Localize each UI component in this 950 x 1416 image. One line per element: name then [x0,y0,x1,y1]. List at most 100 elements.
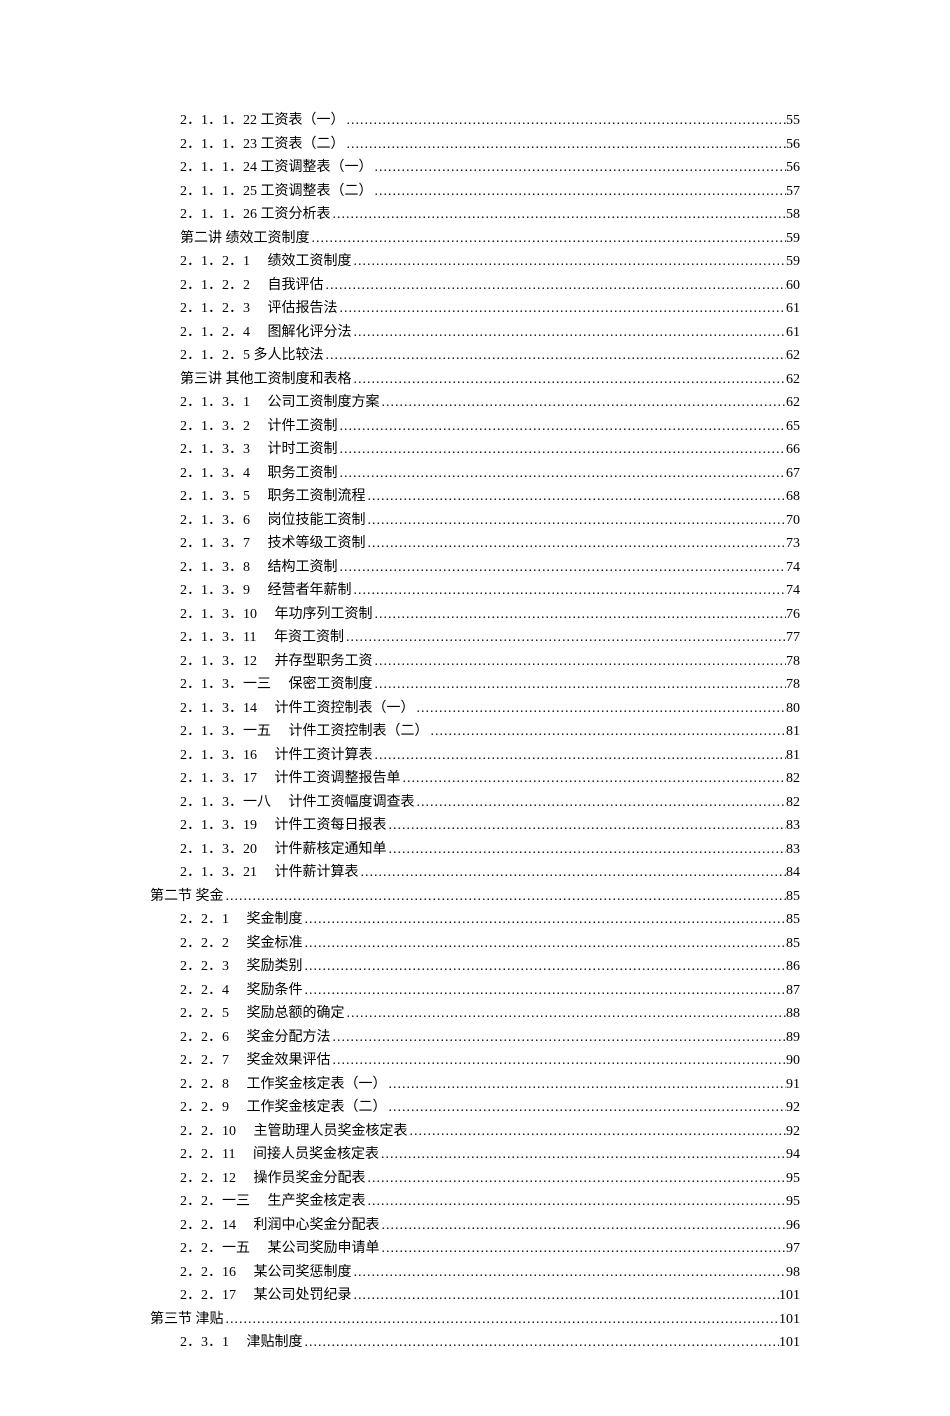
toc-entry-label: 2．2．12 操作员奖金分配表 [180,1168,366,1189]
toc-entry-label: 2．1．3．3 计时工资制 [180,439,338,460]
toc-entry-page: 56 [786,157,800,178]
toc-entry-page: 88 [786,1003,800,1024]
toc-entry-page: 81 [786,721,800,742]
toc-leader-dots [387,1074,787,1095]
toc-entry: 2．1．1．26 工资分析表 58 [150,204,800,225]
toc-entry: 2．1．3．一三 保密工资制度78 [150,674,800,695]
toc-entry: 2．1．3．1 公司工资制度方案62 [150,392,800,413]
toc-leader-dots [331,1050,787,1071]
toc-leader-dots [345,110,787,131]
toc-entry-label: 2．1．3．2 计件工资制 [180,416,338,437]
toc-entry: 2．1．3．20 计件薪核定通知单83 [150,839,800,860]
toc-entry-page: 62 [786,369,800,390]
toc-entry-page: 92 [786,1097,800,1118]
toc-entry-page: 70 [786,510,800,531]
toc-leader-dots [415,698,787,719]
toc-leader-dots [373,604,787,625]
toc-entry-label: 2．2．3 奖励类别 [180,956,303,977]
toc-leader-dots [352,1285,780,1306]
toc-page: 2．1．1．22 工资表（一）552．1．1．23 工资表（二）562．1．1．… [0,0,950,1416]
toc-leader-dots [352,580,787,601]
toc-entry-page: 86 [786,956,800,977]
toc-leader-dots [380,392,787,413]
toc-entry: 2．1．3．12 并存型职务工资78 [150,651,800,672]
toc-leader-dots [352,369,787,390]
toc-entry-page: 57 [786,181,800,202]
toc-entry-label: 2．1．3．14 计件工资控制表（一） [180,698,415,719]
toc-entry: 2．2．一三 生产奖金核定表95 [150,1191,800,1212]
toc-entry-page: 62 [786,345,800,366]
toc-entry-label: 2．2．9 工作奖金核定表（二） [180,1097,387,1118]
toc-entry-page: 66 [786,439,800,460]
toc-leader-dots [324,275,787,296]
toc-entry-page: 61 [786,322,800,343]
toc-leader-dots [373,674,787,695]
toc-entry-page: 80 [786,698,800,719]
toc-leader-dots [303,980,787,1001]
toc-leader-dots [366,486,787,507]
toc-entry-label: 第三讲 其他工资制度和表格 [180,369,352,390]
toc-entry-label: 2．1．1．26 工资分析表 [180,204,331,225]
toc-leader-dots [401,768,787,789]
toc-entry-page: 60 [786,275,800,296]
toc-entry-page: 85 [786,933,800,954]
toc-leader-dots [366,1191,787,1212]
toc-leader-dots [387,839,787,860]
toc-leader-dots [373,745,787,766]
toc-entry-label: 2．1．3．17 计件工资调整报告单 [180,768,401,789]
toc-entry-label: 2．1．2．2 自我评估 [180,275,324,296]
toc-entry-page: 82 [786,792,800,813]
toc-entry: 2．1．1．22 工资表（一）55 [150,110,800,131]
toc-entry: 2．1．3．9 经营者年薪制74 [150,580,800,601]
toc-entry-page: 97 [786,1238,800,1259]
toc-entry-page: 61 [786,298,800,319]
toc-leader-dots [345,134,787,155]
toc-entry-page: 65 [786,416,800,437]
toc-leader-dots [373,157,787,178]
toc-entry: 2．2．1 奖金制度85 [150,909,800,930]
toc-entry: 2．2．10 主管助理人员奖金核定表92 [150,1121,800,1142]
toc-entry-page: 78 [786,651,800,672]
toc-entry: 2．2．5 奖励总额的确定88 [150,1003,800,1024]
toc-entry-page: 98 [786,1262,800,1283]
toc-entry: 2．2．11 间接人员奖金核定表94 [150,1144,800,1165]
toc-leader-dots [303,956,787,977]
toc-entry-page: 58 [786,204,800,225]
toc-entry-page: 92 [786,1121,800,1142]
toc-entry-label: 2．2．7 奖金效果评估 [180,1050,331,1071]
toc-entry: 2．2．6 奖金分配方法89 [150,1027,800,1048]
toc-leader-dots [380,1238,787,1259]
toc-entry-page: 94 [786,1144,800,1165]
toc-entry-label: 2．2．8 工作奖金核定表（一） [180,1074,387,1095]
toc-entry: 2．1．3．19 计件工资每日报表83 [150,815,800,836]
toc-entry-label: 2．2．16 某公司奖惩制度 [180,1262,352,1283]
toc-entry: 2．1．3．2 计件工资制 65 [150,416,800,437]
toc-entry-page: 56 [786,134,800,155]
toc-entry-page: 87 [786,980,800,1001]
toc-entry: 2．1．3．一八 计件工资幅度调查表82 [150,792,800,813]
toc-entry-label: 第二讲 绩效工资制度 [180,228,310,249]
toc-entry: 2．1．3．3 计时工资制 66 [150,439,800,460]
toc-entry-page: 82 [786,768,800,789]
toc-entry-page: 95 [786,1191,800,1212]
toc-entry-page: 74 [786,557,800,578]
toc-entry: 2．1．2．5 多人比较法62 [150,345,800,366]
toc-entry: 2．1．3．4 职务工资制 67 [150,463,800,484]
toc-entry-page: 95 [786,1168,800,1189]
toc-entry-page: 101 [779,1285,800,1306]
toc-entry-page: 84 [786,862,800,883]
toc-entry: 2．1．3．6 岗位技能工资制70 [150,510,800,531]
toc-entry: 2．2．一五 某公司奖励申请单97 [150,1238,800,1259]
toc-entry-label: 2．2．4 奖励条件 [180,980,303,1001]
toc-entry-page: 55 [786,110,800,131]
toc-entry: 2．2．16 某公司奖惩制度 98 [150,1262,800,1283]
toc-entry-label: 2．2．6 奖金分配方法 [180,1027,331,1048]
toc-leader-dots [387,815,787,836]
toc-entry-label: 2．1．1．25 工资调整表（二） [180,181,373,202]
toc-entry-page: 67 [786,463,800,484]
toc-entry-page: 68 [786,486,800,507]
toc-entry-label: 第三节 津贴 [150,1309,224,1330]
toc-entry-label: 2．1．3．4 职务工资制 [180,463,338,484]
toc-entry-page: 76 [786,604,800,625]
toc-entry-label: 2．1．3．21 计件薪计算表 [180,862,359,883]
